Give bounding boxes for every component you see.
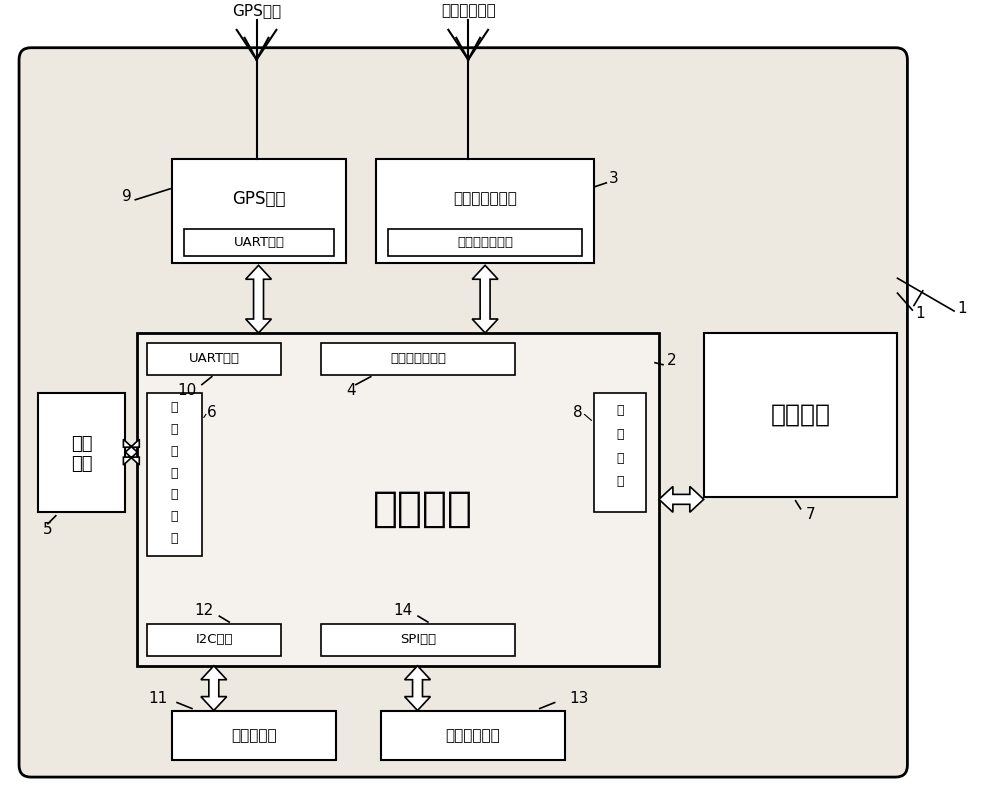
Polygon shape [123, 439, 139, 465]
Polygon shape [201, 666, 227, 710]
Text: 13: 13 [570, 691, 589, 706]
Text: 3: 3 [609, 172, 619, 187]
Bar [38, 392, 125, 512]
Text: UART接口: UART接口 [189, 352, 240, 365]
Text: 接: 接 [616, 452, 624, 464]
Text: 12: 12 [195, 603, 214, 618]
Text: SPI接口: SPI接口 [400, 634, 436, 646]
Text: 10: 10 [177, 383, 197, 398]
Text: 接: 接 [171, 510, 178, 523]
Text: 制: 制 [171, 423, 178, 436]
Text: 显: 显 [616, 404, 624, 417]
Text: I2C接口: I2C接口 [196, 634, 233, 646]
Bar [594, 392, 646, 512]
Text: 控制与数据接口: 控制与数据接口 [390, 352, 446, 365]
Text: 8: 8 [573, 405, 582, 420]
Bar [184, 229, 334, 256]
Bar [147, 624, 281, 656]
Text: GPS天线: GPS天线 [232, 3, 281, 18]
Text: 控: 控 [171, 401, 178, 414]
Text: GPS模块: GPS模块 [232, 190, 286, 208]
Text: 口: 口 [171, 532, 178, 545]
Text: 显示设备: 显示设备 [771, 403, 831, 427]
Polygon shape [659, 486, 704, 513]
Bar [704, 333, 897, 497]
Text: 与: 与 [171, 445, 178, 458]
Text: 加速度传感器: 加速度传感器 [445, 728, 500, 743]
Text: 9: 9 [122, 189, 132, 204]
Text: 1: 1 [915, 305, 925, 320]
Polygon shape [246, 265, 271, 333]
Text: 卫星终端天线: 卫星终端天线 [441, 3, 496, 18]
Text: 据: 据 [171, 488, 178, 501]
Bar [147, 392, 202, 557]
Text: 主控芒片: 主控芒片 [373, 488, 473, 530]
Text: 5: 5 [43, 522, 53, 537]
Bar [321, 343, 515, 375]
Text: UART接口: UART接口 [234, 236, 285, 249]
Text: 数: 数 [171, 467, 178, 479]
Text: 卫星通信功能块: 卫星通信功能块 [453, 191, 517, 206]
Bar [172, 710, 336, 760]
Text: 4: 4 [346, 383, 356, 398]
Polygon shape [472, 265, 498, 333]
Text: 6: 6 [207, 405, 217, 420]
Text: 2: 2 [667, 354, 677, 369]
Bar [172, 159, 346, 263]
Text: 口: 口 [616, 475, 624, 489]
FancyBboxPatch shape [19, 47, 907, 777]
Bar [381, 710, 565, 760]
Text: 1: 1 [957, 301, 967, 316]
Text: 控制与数据接口: 控制与数据接口 [457, 236, 513, 249]
Text: 磁场传感器: 磁场传感器 [231, 728, 277, 743]
Bar [376, 159, 594, 263]
Bar [388, 229, 582, 256]
Text: 11: 11 [148, 691, 167, 706]
Text: 设备: 设备 [71, 455, 92, 473]
Text: 7: 7 [806, 507, 815, 522]
Bar [137, 333, 659, 666]
Text: 示: 示 [616, 428, 624, 441]
Text: 14: 14 [393, 603, 413, 618]
Bar [147, 343, 281, 375]
Polygon shape [405, 666, 430, 710]
Text: 外部: 外部 [71, 435, 92, 453]
Bar [321, 624, 515, 656]
